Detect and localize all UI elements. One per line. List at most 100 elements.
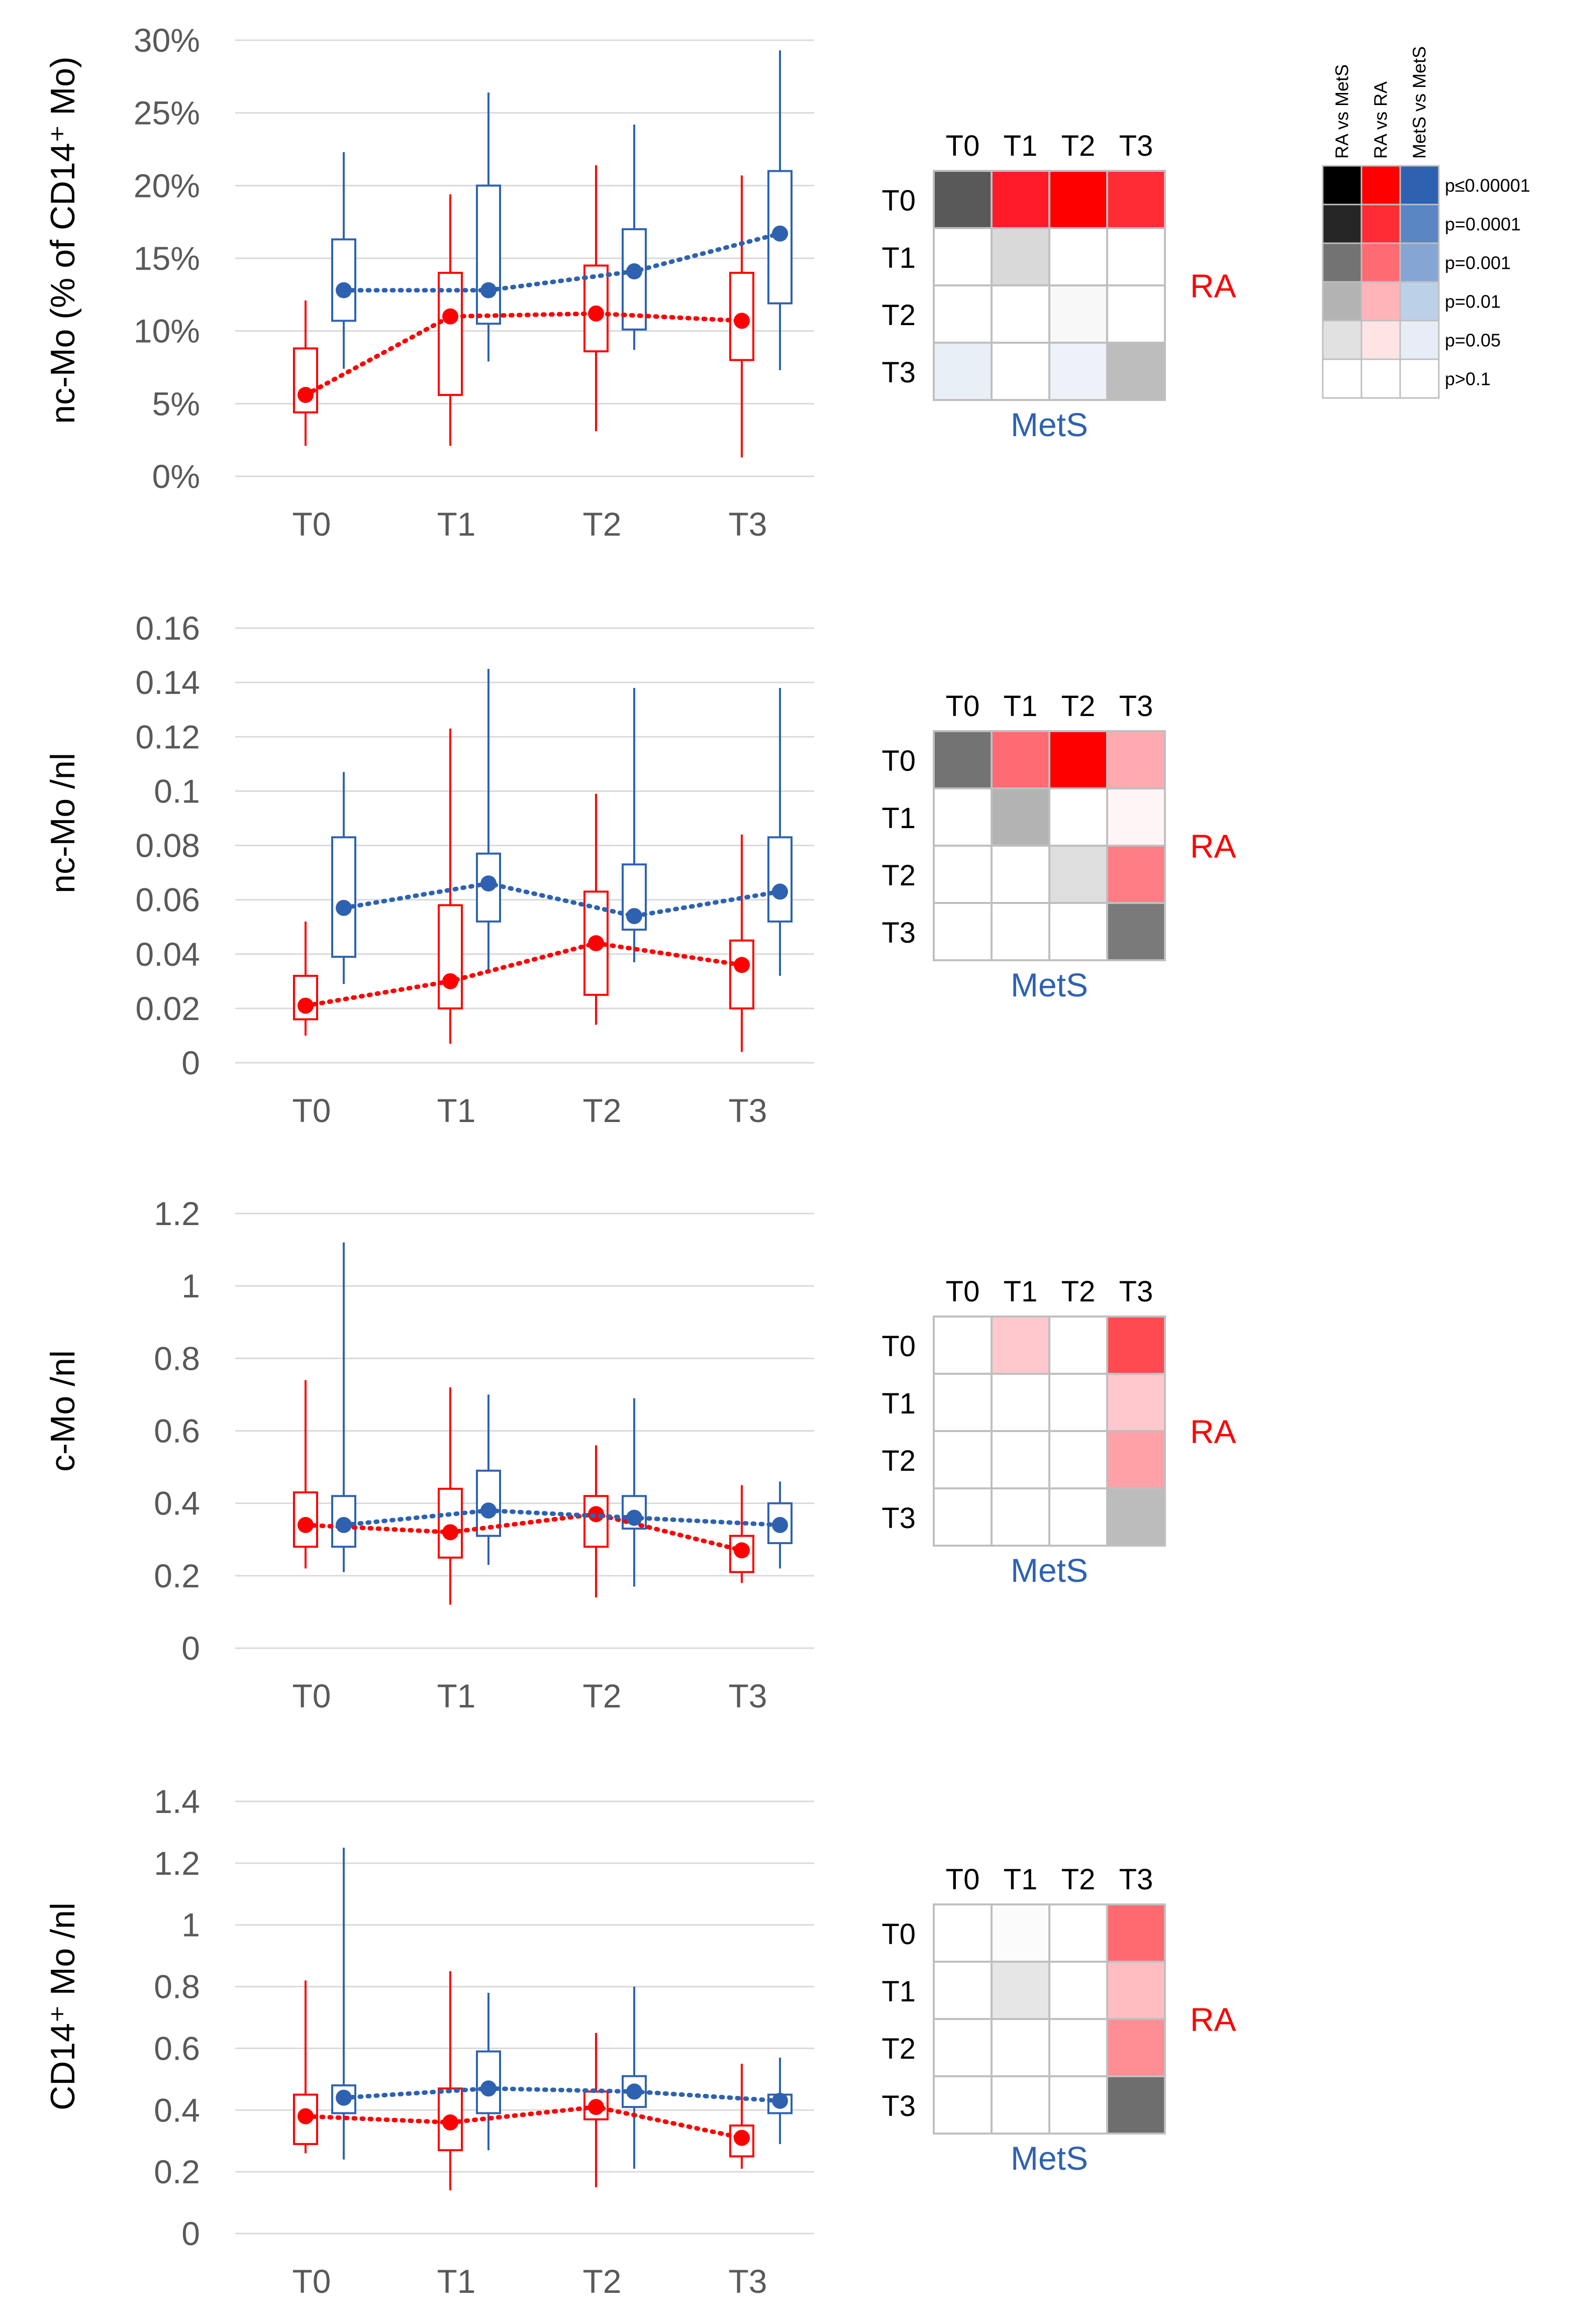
median-point [734, 1542, 750, 1559]
legend-swatch [1399, 320, 1440, 360]
x-tick-label: T1 [437, 1677, 475, 1714]
p-value-heatmap: RA MetS T0 T1 T2 T3 T0 T1 T2 T3 [881, 130, 1236, 443]
legend-swatch [1399, 165, 1440, 206]
heatmap-mets-label: MetS [1011, 2140, 1088, 2177]
heatmap-cell [991, 1316, 1050, 1375]
median-line-mets [341, 1508, 782, 1528]
heatmap-cell [1048, 787, 1108, 847]
heatmap-cell [1106, 2075, 1166, 2135]
y-tick-label: 0.08 [136, 827, 200, 864]
heatmap-cell [933, 845, 993, 904]
iqr-box [438, 271, 463, 396]
heatmap-cell [991, 284, 1050, 344]
x-tick-label: T2 [582, 2263, 621, 2300]
heatmap-cell [1048, 845, 1108, 904]
median-point [336, 2089, 352, 2106]
legend-row-label: p>0.1 [1445, 369, 1491, 389]
p-value-heatmap: RA MetS T0 T1 T2 T3 T0 T1 T2 T3 [881, 1275, 1236, 1589]
heatmap-row-label: T2 [881, 299, 916, 332]
y-tick-label: 0.4 [154, 1485, 200, 1522]
median-point [336, 899, 352, 916]
series-mets [331, 1242, 793, 1587]
legend-column-label: RA vs MetS [1332, 64, 1352, 159]
heatmap-cell [1048, 284, 1108, 344]
legend-row-label: p=0.01 [1445, 291, 1501, 312]
heatmap-cell [1048, 342, 1108, 401]
heatmap-cell [933, 1430, 993, 1489]
heatmap-cell [991, 342, 1050, 401]
legend-row-label: p=0.05 [1445, 330, 1501, 351]
box-plot: 0% 5% 10% 15% 20% 25% 30% T0 T1 T2 T3 [134, 22, 814, 543]
heatmap-cell [991, 1430, 1050, 1489]
median-point [336, 282, 352, 298]
iqr-box [476, 2050, 501, 2114]
median-point [734, 2130, 750, 2146]
median-point [772, 1517, 788, 1533]
series-ra [293, 165, 754, 458]
heatmap-cell [1048, 170, 1108, 229]
median-point [480, 2080, 497, 2097]
median-point [442, 308, 458, 325]
x-tick-label: T2 [582, 506, 621, 543]
y-axis-label: nc-Mo (% of CD14⁺ Mo) [44, 56, 82, 424]
heatmap-cell [991, 2075, 1050, 2135]
heatmap-cell [1106, 227, 1166, 286]
y-tick-label: 0.14 [136, 664, 200, 701]
heatmap-cell [991, 1903, 1050, 1963]
panel-c-mo-count: c-Mo /nl 0 0.2 0.4 0.6 0.8 1 1.2 T0 T1 T2 T3 RA Me… [44, 1195, 1236, 1714]
heatmap-row-label: T0 [881, 745, 916, 777]
legend-swatch [1322, 281, 1362, 322]
median-point [480, 282, 497, 298]
median-point [734, 957, 750, 973]
heatmap-cell [933, 730, 993, 789]
heatmap-row-label: T0 [881, 1918, 916, 1951]
median-line-ra [303, 2104, 744, 2141]
heatmap-cell [933, 342, 993, 401]
legend-swatch [1399, 242, 1440, 283]
heatmap-row-label: T3 [881, 1502, 916, 1535]
heatmap-row-label: T0 [881, 1330, 916, 1363]
heatmap-col-label: T2 [1061, 690, 1096, 723]
series-ra [293, 729, 754, 1052]
y-tick-label: 25% [134, 94, 200, 132]
median-point [442, 1524, 458, 1541]
y-tick-label: 0.02 [136, 990, 200, 1027]
legend-swatch [1322, 320, 1362, 360]
y-tick-label: 0.16 [136, 610, 200, 647]
heatmap-cell [991, 2018, 1050, 2077]
series-mets [331, 669, 793, 984]
median-point [336, 1517, 352, 1533]
heatmap-row-label: T0 [881, 184, 916, 217]
heatmap-cell [1106, 1903, 1166, 1963]
y-tick-label: 10% [134, 313, 200, 350]
legend-swatch [1360, 165, 1401, 206]
x-tick-label: T3 [728, 1092, 767, 1129]
median-point [298, 997, 314, 1014]
heatmap-cell [1048, 1487, 1108, 1547]
heatmap-col-label: T2 [1061, 1863, 1096, 1896]
x-tick-label: T3 [728, 2263, 767, 2300]
heatmap-cell [1048, 1373, 1108, 1432]
heatmap-cell [1106, 730, 1166, 789]
heatmap-row-label: T1 [881, 1387, 916, 1420]
legend-row-label: p=0.001 [1445, 253, 1511, 273]
legend-swatch [1399, 204, 1440, 244]
iqr-box [438, 1487, 463, 1559]
series-ra [293, 1380, 754, 1605]
median-point [588, 935, 604, 952]
y-tick-label: 0.6 [154, 1412, 200, 1450]
heatmap-cell [1106, 1316, 1166, 1375]
legend-row-label: p=0.0001 [1445, 214, 1521, 235]
heatmap-cell [1048, 902, 1108, 961]
heatmap-col-label: T0 [946, 1275, 980, 1308]
y-tick-label: 1 [181, 1267, 200, 1304]
median-line-mets [341, 231, 782, 293]
series-mets [331, 1848, 793, 2169]
heatmap-cell [933, 227, 993, 286]
heatmap-cell [933, 284, 993, 344]
heatmap-cell [933, 1487, 993, 1547]
iqr-box [438, 904, 463, 1009]
legend-swatch [1322, 358, 1362, 399]
y-tick-label: 0.06 [136, 881, 200, 919]
